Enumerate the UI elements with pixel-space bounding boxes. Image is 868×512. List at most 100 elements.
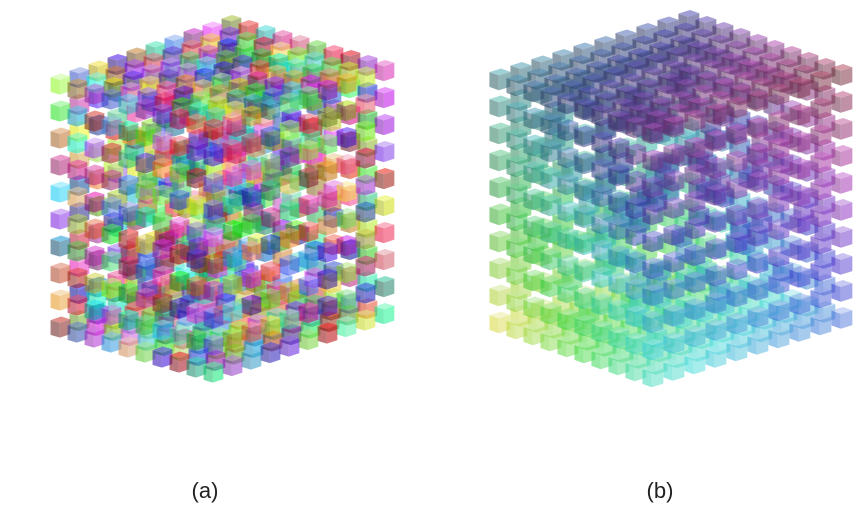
voxel bbox=[684, 164, 705, 186]
voxel bbox=[642, 285, 663, 307]
voxel bbox=[204, 200, 224, 221]
voxel bbox=[375, 276, 395, 297]
voxel-face bbox=[356, 70, 365, 88]
voxel bbox=[187, 114, 207, 135]
voxel-face bbox=[85, 276, 94, 294]
voxel bbox=[831, 199, 852, 221]
voxel bbox=[119, 310, 139, 331]
voxel-face bbox=[375, 118, 384, 136]
voxel-face bbox=[318, 218, 327, 236]
voxel-face bbox=[204, 176, 213, 194]
voxel bbox=[51, 263, 71, 284]
voxel bbox=[318, 161, 338, 182]
voxel-face bbox=[261, 238, 270, 256]
voxel-face bbox=[102, 308, 111, 326]
voxel-face bbox=[68, 271, 77, 289]
voxel bbox=[102, 197, 122, 218]
voxel bbox=[747, 225, 768, 247]
voxel-face bbox=[375, 91, 384, 109]
voxel bbox=[337, 208, 357, 229]
voxel-face bbox=[85, 303, 94, 321]
voxel bbox=[280, 201, 300, 222]
voxel-face bbox=[280, 339, 289, 357]
voxel bbox=[280, 282, 300, 303]
voxel-face bbox=[356, 151, 365, 169]
voxel bbox=[299, 140, 319, 161]
voxel-face bbox=[337, 293, 346, 311]
voxel-face bbox=[153, 215, 162, 233]
voxel bbox=[280, 147, 300, 168]
voxel bbox=[789, 293, 810, 315]
voxel-face bbox=[102, 254, 111, 272]
voxel bbox=[102, 170, 122, 191]
voxel bbox=[831, 91, 852, 113]
voxel bbox=[789, 266, 810, 288]
voxel bbox=[726, 313, 747, 335]
voxel bbox=[51, 128, 71, 149]
voxel-face bbox=[337, 185, 346, 203]
voxel-face bbox=[337, 212, 346, 230]
voxel bbox=[170, 298, 190, 319]
voxel-face bbox=[51, 131, 60, 149]
voxel-face bbox=[68, 109, 77, 127]
voxel bbox=[280, 309, 300, 330]
voxel bbox=[810, 233, 831, 255]
voxel-face bbox=[318, 164, 327, 182]
voxel-face bbox=[299, 306, 308, 324]
voxel bbox=[68, 187, 88, 208]
voxel bbox=[768, 84, 789, 106]
voxel bbox=[187, 141, 207, 162]
voxel bbox=[261, 126, 281, 147]
voxel bbox=[299, 248, 319, 269]
voxel-face bbox=[68, 82, 77, 100]
voxel bbox=[768, 111, 789, 133]
voxel bbox=[318, 296, 338, 317]
voxel-face bbox=[187, 360, 196, 378]
voxel-face bbox=[187, 279, 196, 297]
voxel bbox=[68, 268, 88, 289]
voxel bbox=[170, 352, 190, 373]
voxel bbox=[242, 268, 262, 289]
voxel bbox=[204, 173, 224, 194]
voxel bbox=[299, 275, 319, 296]
voxel bbox=[663, 278, 684, 300]
voxel-face bbox=[170, 139, 179, 157]
panel-label: (b) bbox=[647, 478, 674, 503]
voxel bbox=[768, 300, 789, 322]
voxel-face bbox=[280, 312, 289, 330]
voxel bbox=[726, 286, 747, 308]
voxel-face bbox=[85, 222, 94, 240]
voxel-face bbox=[85, 168, 94, 186]
voxel bbox=[85, 84, 105, 105]
voxel-face bbox=[242, 109, 251, 127]
voxel bbox=[705, 184, 726, 206]
voxel-face bbox=[204, 149, 213, 167]
voxel-face bbox=[280, 177, 289, 195]
voxel bbox=[789, 158, 810, 180]
voxel-face bbox=[337, 239, 346, 257]
voxel bbox=[810, 98, 831, 120]
voxel bbox=[119, 256, 139, 277]
voxel bbox=[280, 93, 300, 114]
voxel bbox=[375, 195, 395, 216]
voxel-face bbox=[85, 249, 94, 267]
voxel bbox=[242, 187, 262, 208]
voxel-face bbox=[102, 227, 111, 245]
voxel bbox=[242, 106, 262, 127]
voxel-face bbox=[204, 365, 213, 383]
voxel-face bbox=[153, 269, 162, 287]
voxel-face bbox=[375, 145, 384, 163]
voxel bbox=[204, 254, 224, 275]
voxel bbox=[356, 175, 376, 196]
voxel-face bbox=[375, 226, 384, 244]
voxel-face bbox=[119, 205, 128, 223]
voxel bbox=[242, 349, 262, 370]
voxel bbox=[223, 247, 243, 268]
voxel-face bbox=[318, 137, 327, 155]
voxel bbox=[119, 175, 139, 196]
voxel-face bbox=[136, 237, 145, 255]
voxel-face bbox=[85, 114, 94, 132]
voxel-face bbox=[51, 212, 60, 230]
voxel bbox=[337, 235, 357, 256]
voxel bbox=[642, 231, 663, 253]
